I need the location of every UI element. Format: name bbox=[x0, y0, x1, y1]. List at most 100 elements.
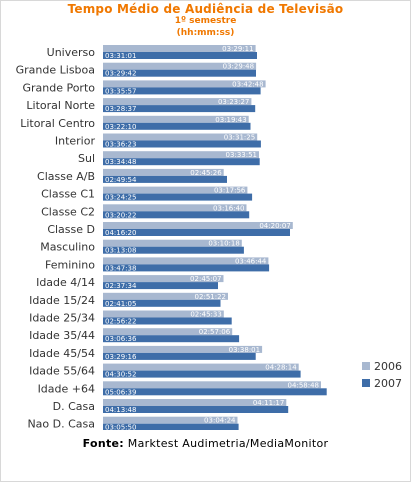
bar-2006 bbox=[103, 168, 224, 176]
category-label: Litoral Centro bbox=[20, 117, 95, 130]
data-label-2006: 02:57:06 bbox=[199, 328, 231, 336]
data-label-2007: 03:34:48 bbox=[105, 158, 136, 166]
bar-2006 bbox=[103, 204, 247, 212]
category-label: Masculino bbox=[40, 241, 95, 254]
bar-2006 bbox=[103, 328, 233, 336]
bar-2007 bbox=[103, 193, 253, 201]
legend-label-2006: 2006 bbox=[374, 360, 402, 373]
bar-2006 bbox=[103, 151, 259, 159]
chart-subtitle-period: 1º semestre bbox=[174, 16, 237, 26]
bar-2006 bbox=[103, 310, 224, 318]
chart-title: Tempo Médio de Audiência de Televisão bbox=[67, 2, 344, 16]
category-label: Sul bbox=[78, 152, 95, 165]
bar-2007 bbox=[103, 105, 256, 113]
bar-2006 bbox=[103, 80, 266, 88]
data-label-2006: 02:45:07 bbox=[190, 275, 221, 283]
data-label-2007: 02:37:34 bbox=[105, 282, 137, 290]
data-label-2007: 04:13:48 bbox=[105, 406, 136, 414]
data-label-2006: 03:04:24 bbox=[204, 417, 236, 425]
bar-2007 bbox=[103, 211, 250, 219]
category-label: Idade 45/54 bbox=[29, 347, 95, 360]
category-label: Grande Porto bbox=[22, 81, 95, 94]
category-label: Nao D. Casa bbox=[27, 418, 95, 430]
bar-2007 bbox=[103, 282, 218, 290]
data-label-2007: 04:30:52 bbox=[105, 371, 136, 379]
data-label-2007: 03:13:08 bbox=[105, 247, 136, 255]
bar-2006 bbox=[103, 186, 248, 194]
bar-2006 bbox=[103, 239, 242, 247]
bar-2007 bbox=[103, 423, 239, 430]
data-label-2006: 04:20:07 bbox=[259, 222, 290, 230]
bar-2007 bbox=[103, 52, 257, 59]
data-label-2006: 04:11:17 bbox=[253, 399, 284, 407]
bar-2006 bbox=[103, 363, 299, 371]
bar-2007 bbox=[103, 388, 327, 396]
data-label-2007: 03:20:22 bbox=[105, 211, 136, 219]
data-label-2007: 03:24:25 bbox=[105, 194, 136, 202]
data-label-2007: 03:29:42 bbox=[105, 70, 136, 78]
data-label-2007: 03:05:50 bbox=[105, 424, 136, 430]
data-label-2006: 03:29:11 bbox=[222, 45, 253, 53]
data-label-2007: 03:28:37 bbox=[105, 105, 136, 113]
bar-2007 bbox=[103, 370, 301, 378]
category-label: Litoral Norte bbox=[26, 99, 95, 112]
bar-2007 bbox=[103, 317, 232, 325]
data-label-2007: 05:06:39 bbox=[105, 388, 136, 396]
bar-2007 bbox=[103, 352, 256, 360]
bar-2006 bbox=[103, 399, 287, 406]
category-label: Classe A/B bbox=[37, 170, 95, 183]
source-note: Fonte: Marktest Audimetria/MediaMonitor bbox=[0, 437, 411, 450]
data-label-2006: 02:45:33 bbox=[190, 311, 221, 319]
category-label: Classe C1 bbox=[41, 188, 95, 201]
data-label-2006: 03:23:27 bbox=[218, 98, 249, 106]
bar-2006 bbox=[103, 292, 228, 300]
bar-chart: Universo 03:29:11 03:31:01 Grande Lisboa 03:… bbox=[16, 45, 402, 430]
bar-2007 bbox=[103, 406, 289, 413]
data-label-2006: 03:19:43 bbox=[215, 116, 246, 124]
bar-2007 bbox=[103, 264, 270, 272]
data-label-2007: 02:41:05 bbox=[105, 300, 136, 308]
data-label-2006: 03:10:18 bbox=[208, 240, 239, 248]
chart-subtitle-units: (hh:mm:ss) bbox=[176, 28, 235, 38]
category-label: Idade 25/34 bbox=[29, 312, 95, 325]
bar-2006 bbox=[103, 98, 252, 106]
data-label-2007: 04:16:20 bbox=[105, 229, 136, 237]
legend-swatch-2006 bbox=[362, 362, 370, 370]
data-label-2006: 03:33:51 bbox=[226, 151, 257, 159]
data-label-2006: 03:29:48 bbox=[223, 63, 254, 71]
data-label-2006: 04:28:14 bbox=[265, 364, 297, 372]
data-label-2006: 03:46:44 bbox=[235, 257, 267, 265]
bar-2007 bbox=[103, 335, 240, 343]
bar-2006 bbox=[103, 45, 256, 52]
category-label: Idade 15/24 bbox=[29, 294, 95, 307]
bar-2007 bbox=[103, 229, 290, 236]
bar-2006 bbox=[103, 115, 249, 123]
category-label: D. Casa bbox=[53, 400, 95, 413]
legend-label-2007: 2007 bbox=[374, 377, 402, 390]
data-label-2007: 02:49:54 bbox=[105, 176, 137, 184]
data-label-2006: 02:51:22 bbox=[195, 293, 226, 301]
data-label-2007: 03:29:16 bbox=[105, 353, 137, 361]
data-label-2007: 03:47:38 bbox=[105, 264, 136, 272]
bar-2006 bbox=[103, 222, 293, 229]
data-label-2006: 03:42:48 bbox=[232, 80, 263, 88]
data-label-2006: 04:58:48 bbox=[288, 381, 319, 389]
data-label-2006: 02:45:26 bbox=[190, 169, 222, 177]
bar-2006 bbox=[103, 345, 263, 353]
data-label-2006: 03:31:25 bbox=[224, 134, 255, 142]
data-label-2006: 03:38:01 bbox=[229, 346, 260, 354]
category-label: Grande Lisboa bbox=[16, 64, 95, 77]
bar-2007 bbox=[103, 69, 256, 77]
bar-2007 bbox=[103, 122, 251, 130]
category-label: Classe D bbox=[47, 223, 95, 236]
category-label: Idade 4/14 bbox=[36, 276, 95, 289]
bar-2006 bbox=[103, 62, 257, 70]
bar-2006 bbox=[103, 257, 269, 265]
category-label: Idade +64 bbox=[38, 382, 95, 395]
category-label: Idade 55/64 bbox=[29, 365, 95, 378]
bar-2007 bbox=[103, 175, 227, 183]
bar-2006 bbox=[103, 133, 258, 141]
source-label: Fonte: bbox=[82, 437, 124, 450]
data-label-2006: 03:17:56 bbox=[214, 187, 246, 195]
data-label-2007: 03:22:10 bbox=[105, 123, 136, 131]
